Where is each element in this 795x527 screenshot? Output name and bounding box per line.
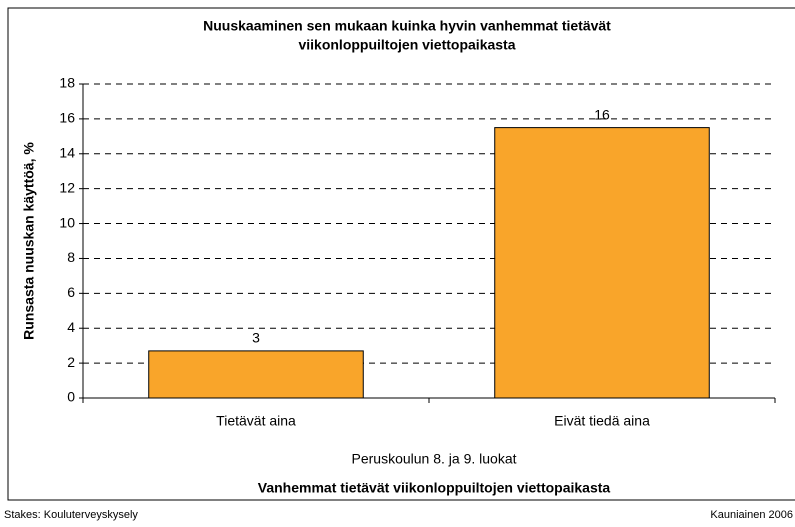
y-tick-label: 18 [59, 75, 75, 91]
y-tick-label: 8 [67, 249, 75, 265]
bar [148, 350, 364, 399]
chart-title: viikonloppuiltojen viettopaikasta [298, 37, 515, 53]
data-label: 16 [594, 106, 610, 122]
source: Stakes: Kouluterveyskysely [4, 509, 138, 521]
y-tick-label: 4 [67, 319, 75, 335]
y-tick-label: 16 [59, 110, 75, 126]
x-tick-label: Eivät tiedä aina [554, 413, 650, 429]
y-tick-label: 2 [67, 354, 75, 370]
y-axis-label: Runsasta nuuskan käyttöä, % [21, 142, 37, 340]
data-label: 3 [252, 330, 260, 346]
y-tick-label: 0 [67, 389, 75, 405]
y-tick-label: 12 [59, 179, 75, 195]
chart-title: Nuuskaaminen sen mukaan kuinka hyvin van… [203, 18, 611, 34]
y-tick-label: 14 [59, 144, 75, 160]
note: Kauniainen 2006 [710, 509, 793, 521]
bar [494, 127, 710, 399]
y-tick-label: 10 [59, 214, 75, 230]
y-tick-label: 6 [67, 284, 75, 300]
x-axis-sublabel: Peruskoulun 8. ja 9. luokat [352, 451, 517, 467]
x-tick-label: Tietävät aina [216, 413, 296, 429]
x-axis-label: Vanhemmat tietävät viikonloppuiltojen vi… [258, 480, 611, 496]
